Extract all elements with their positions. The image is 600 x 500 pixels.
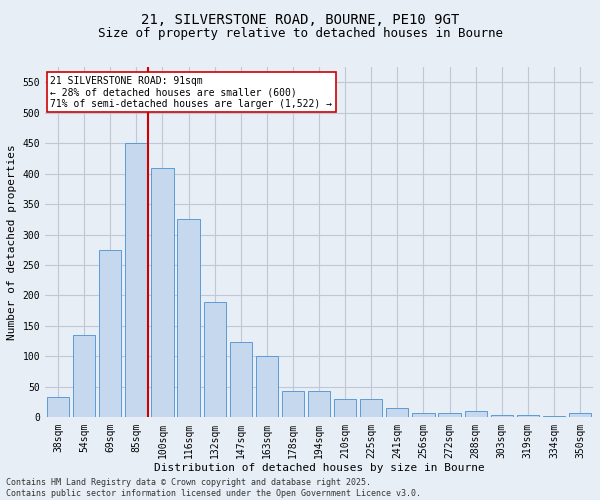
Bar [178,220,200,418]
X-axis label: Distribution of detached houses by size in Bourne: Distribution of detached houses by size … [154,463,484,473]
Bar [569,413,591,418]
Text: Contains HM Land Registry data © Crown copyright and database right 2025.
Contai: Contains HM Land Registry data © Crown c… [6,478,421,498]
Bar [412,413,434,418]
Bar [99,250,121,418]
Text: 21 SILVERSTONE ROAD: 91sqm
← 28% of detached houses are smaller (600)
71% of sem: 21 SILVERSTONE ROAD: 91sqm ← 28% of deta… [50,76,332,109]
Bar [203,302,226,418]
Bar [439,413,461,418]
Bar [151,168,173,418]
Bar [308,390,330,417]
Bar [543,416,565,418]
Bar [491,415,513,418]
Bar [256,356,278,418]
Bar [334,399,356,417]
Bar [386,408,409,418]
Bar [517,415,539,418]
Y-axis label: Number of detached properties: Number of detached properties [7,144,17,340]
Text: Size of property relative to detached houses in Bourne: Size of property relative to detached ho… [97,28,503,40]
Bar [73,335,95,417]
Bar [125,143,148,417]
Bar [282,390,304,417]
Bar [47,398,69,417]
Bar [360,399,382,417]
Bar [230,342,252,417]
Text: 21, SILVERSTONE ROAD, BOURNE, PE10 9GT: 21, SILVERSTONE ROAD, BOURNE, PE10 9GT [141,12,459,26]
Bar [464,412,487,418]
